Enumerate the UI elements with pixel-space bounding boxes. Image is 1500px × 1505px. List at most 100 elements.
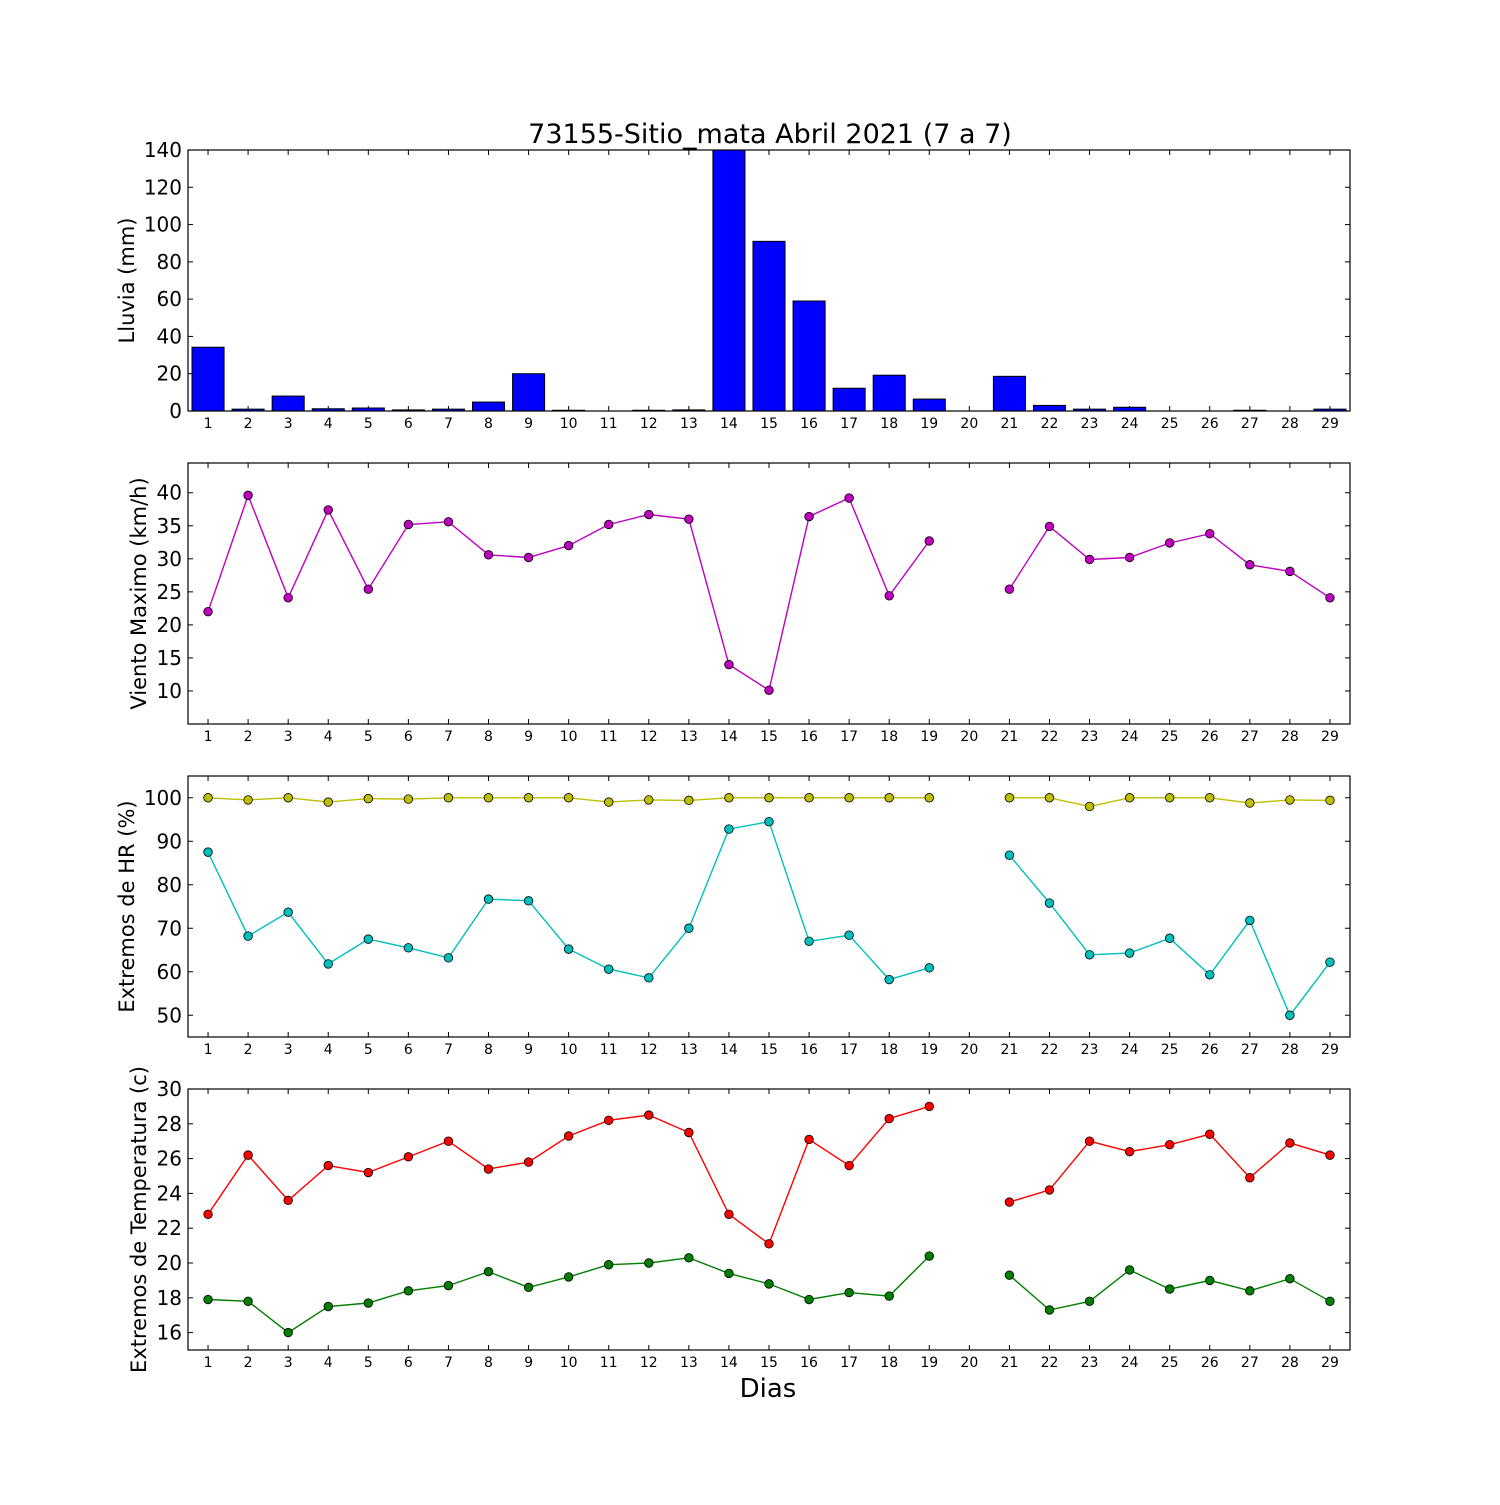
data-point [804,936,814,947]
y-tick-label: 100 [144,213,182,237]
data-point [203,606,213,617]
x-tick-label: 11 [600,1355,618,1371]
x-tick-label: 20 [960,1042,978,1058]
data-point [804,1294,814,1305]
x-tick-label: 24 [1121,1042,1139,1058]
data-point [403,943,414,953]
x-tick-label: 12 [640,729,658,745]
data-point [483,550,494,560]
data-point [483,1266,494,1277]
data-point [243,795,253,805]
plot-area [203,793,1335,1020]
data-point [1004,1270,1015,1280]
x-tick-label: 12 [640,416,658,432]
data-point [243,1296,253,1306]
data-point [283,1327,293,1338]
data-point [1004,584,1015,594]
data-point [604,964,614,974]
data-point [1205,793,1215,803]
data-point [1124,1265,1135,1275]
data-point [924,536,934,546]
data-point [724,824,734,834]
x-tick-label: 16 [800,1355,818,1371]
bar [471,401,506,411]
bar [992,375,1026,411]
data-point [684,923,694,933]
data-point [443,793,454,803]
x-tick-label: 27 [1241,416,1259,432]
data-point [604,519,614,530]
data-point [1084,950,1095,960]
x-tick-label: 16 [800,729,818,745]
data-point [483,793,494,803]
x-tick-label: 28 [1281,729,1299,745]
x-tick-label: 26 [1201,416,1219,432]
x-tick-label: 8 [484,1355,493,1371]
bar [832,387,866,411]
x-tick-label: 7 [444,1042,453,1058]
y-tick-label: 20 [157,1251,182,1275]
data-point [1205,1275,1215,1286]
x-tick-label: 10 [560,416,578,432]
data-point [644,1258,654,1268]
data-point [1245,560,1255,570]
series-line [207,820,1331,1017]
y-tick-label: 60 [157,287,182,311]
x-tick-label: 8 [484,416,493,432]
data-point [1124,1146,1135,1157]
x-tick-label: 22 [1041,1355,1059,1371]
x-tick-label: 21 [1000,729,1018,745]
data-point [724,1209,734,1219]
data-point [1205,970,1215,980]
data-point [203,793,213,803]
data-point [403,1286,414,1296]
data-point [403,794,414,804]
data-point [323,1301,333,1312]
x-tick-label: 10 [560,1355,578,1371]
x-tick-label: 14 [720,1042,738,1058]
data-point [1285,1273,1295,1284]
x-tick-label: 6 [404,1042,413,1058]
data-point [1205,1129,1215,1139]
x-tick-label: 11 [600,1042,618,1058]
x-tick-label: 27 [1241,1042,1259,1058]
bar [792,300,826,411]
plot-area [203,1101,1335,1338]
x-tick-label: 18 [880,729,898,745]
x-tick-label: 22 [1041,1042,1059,1058]
data-point [1245,1173,1255,1183]
x-tick-label: 13 [680,416,698,432]
data-point [403,519,414,530]
series-line [207,1255,1331,1334]
x-tick-label: 29 [1321,416,1339,432]
y-axis-label: Viento Maximo (km/h) [127,477,151,709]
x-tick-label: 3 [284,729,293,745]
data-point [804,1134,814,1145]
x-tick-label: 16 [800,416,818,432]
x-tick-label: 4 [324,1355,333,1371]
data-point [443,953,454,963]
series-line [207,1105,1331,1246]
y-tick-label: 0 [169,399,182,423]
data-point [483,1164,494,1174]
x-tick-label: 17 [840,1042,858,1058]
data-point [684,795,694,806]
data-point [1164,538,1175,548]
data-point [1004,1197,1015,1207]
data-point [363,1298,374,1308]
x-tick-label: 4 [324,1042,333,1058]
data-point [604,1260,614,1270]
x-tick-label: 29 [1321,1042,1339,1058]
x-tick-label: 29 [1321,1355,1339,1371]
x-tick-label: 1 [204,729,213,745]
x-tick-label: 14 [720,729,738,745]
x-tick-label: 1 [204,1042,213,1058]
data-point [844,1160,854,1171]
data-point [644,509,654,520]
data-point [884,793,894,803]
x-tick-label: 3 [284,416,293,432]
x-tick-label: 13 [680,1042,698,1058]
x-tick-label: 23 [1081,729,1099,745]
